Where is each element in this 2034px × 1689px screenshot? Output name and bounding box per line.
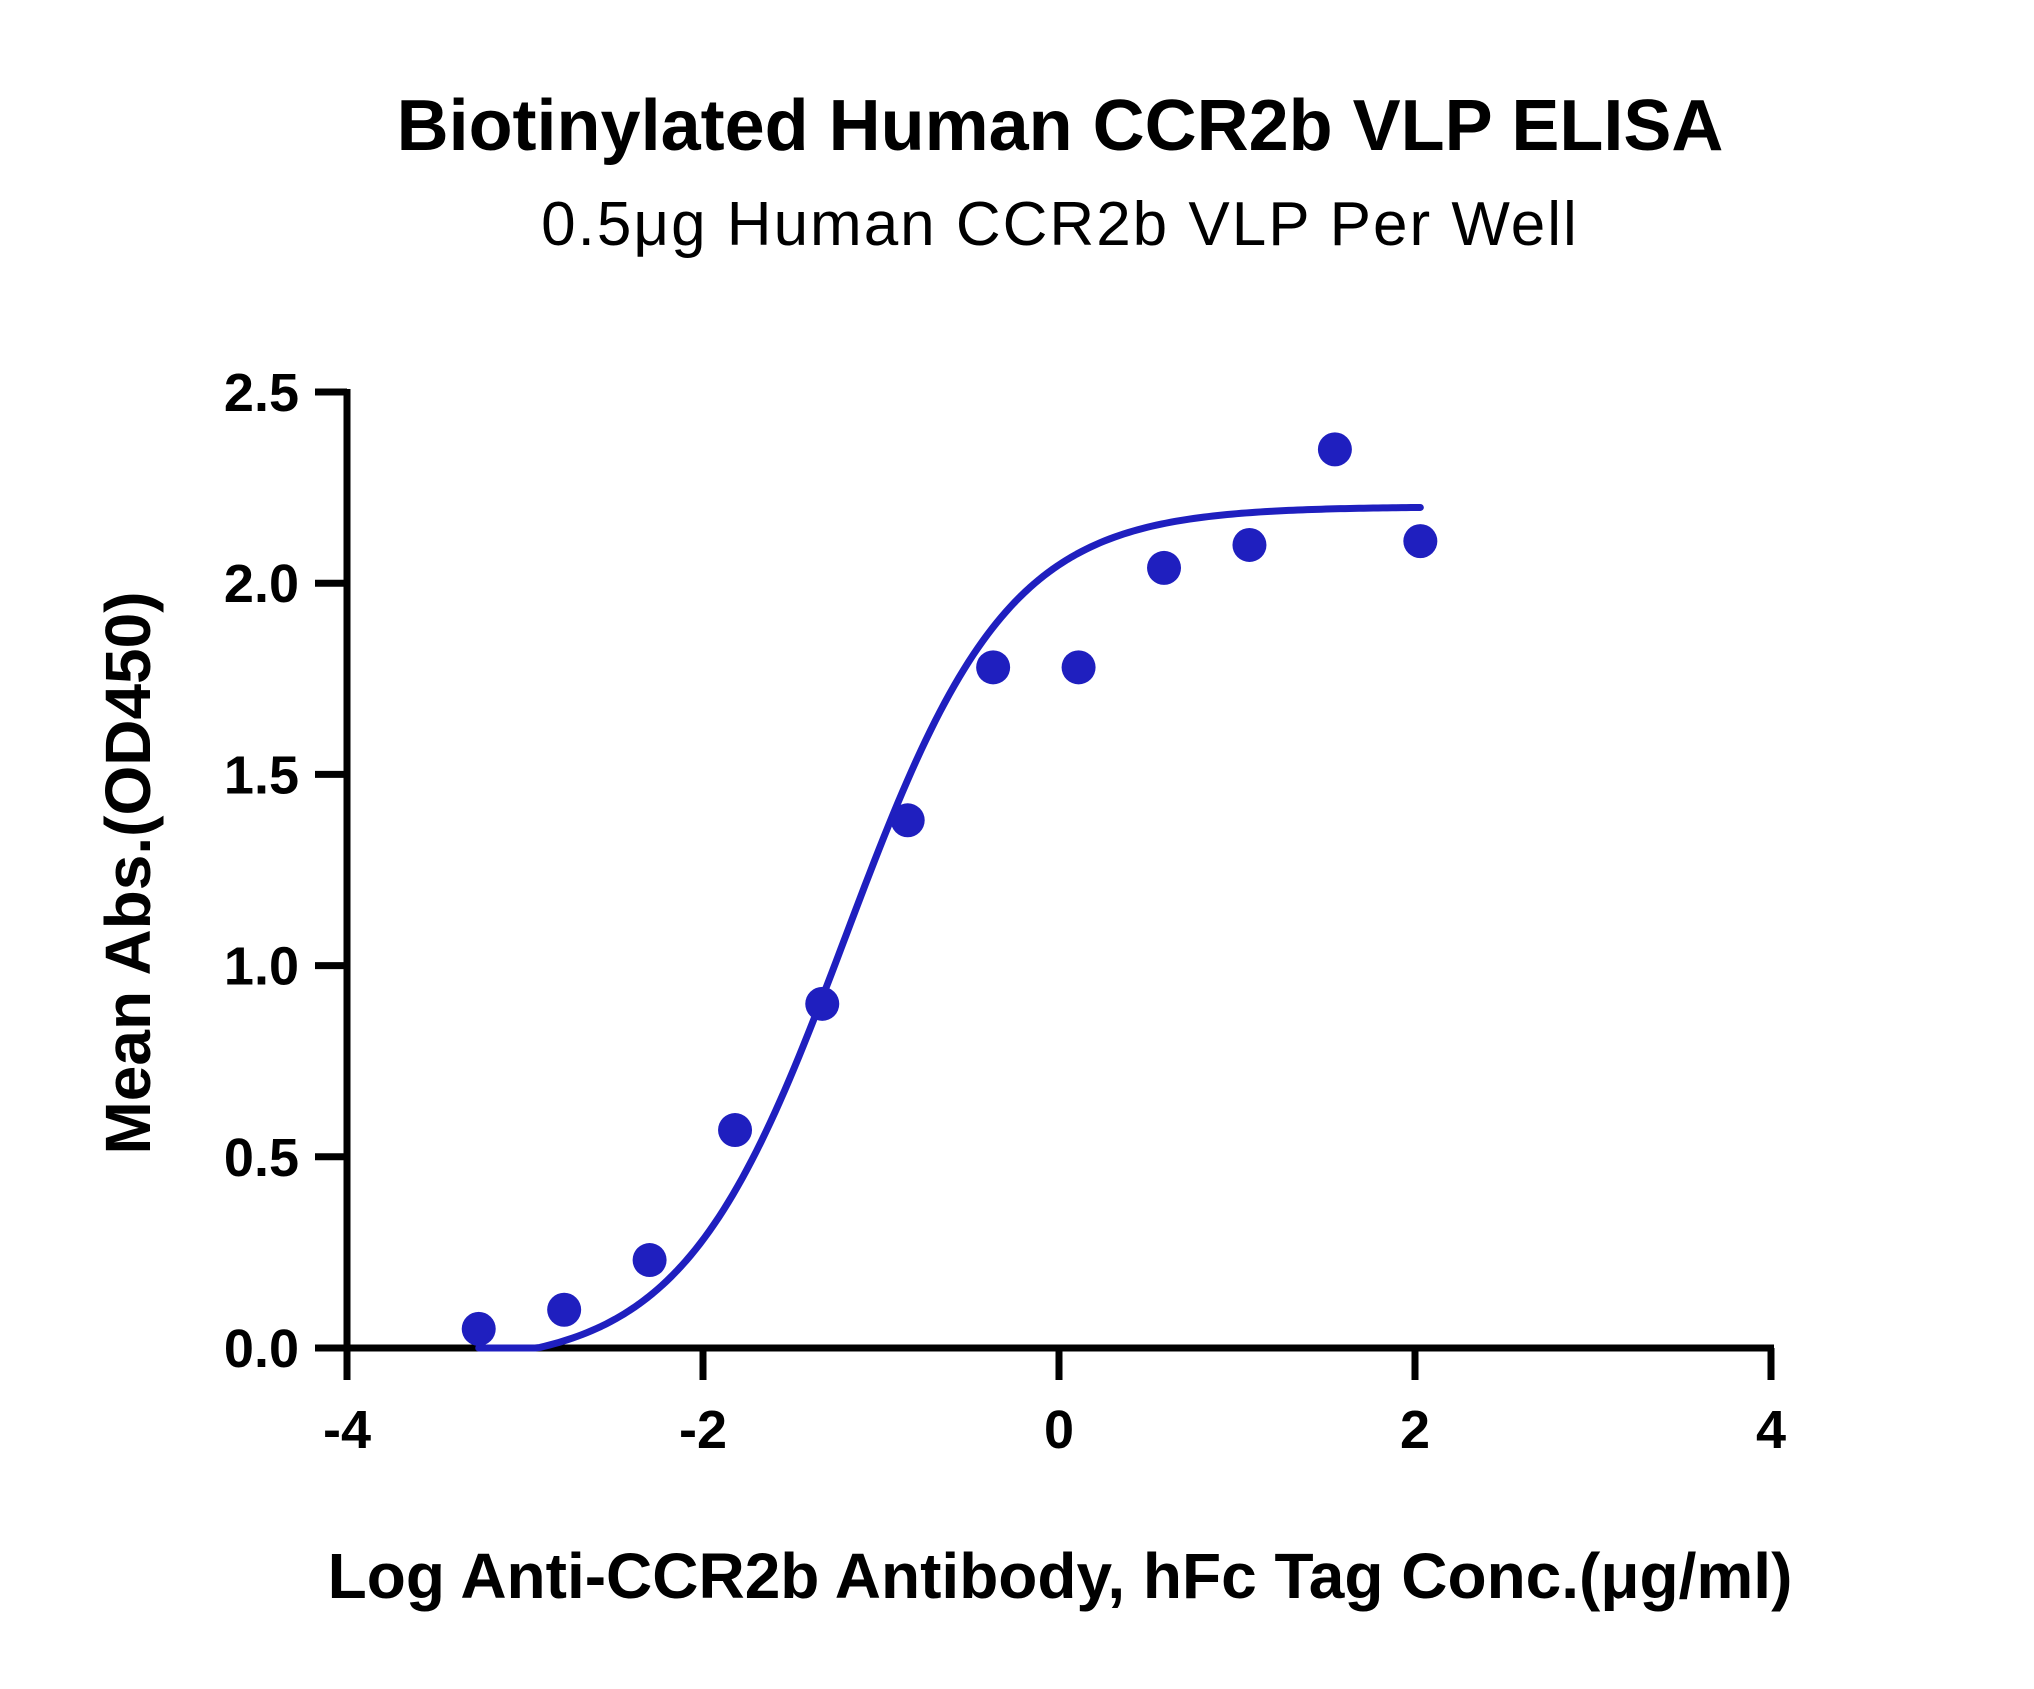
data-point-0-2 xyxy=(632,1243,667,1278)
y-tick-label-4: 2.0 xyxy=(224,554,299,614)
data-points-layer xyxy=(461,432,1438,1346)
y-tick-label-1: 0.5 xyxy=(224,1128,299,1188)
fit-curve-layer xyxy=(475,503,1424,1352)
x-tick-label-3: 2 xyxy=(1400,1400,1430,1460)
data-point-0-6 xyxy=(976,650,1011,685)
y-axis-label: Mean Abs.(OD450) xyxy=(92,591,164,1154)
x-axis-label: Log Anti-CCR2b Antibody, hFc Tag Conc.(μ… xyxy=(328,1540,1793,1612)
data-point-0-10 xyxy=(1317,432,1352,467)
fit-curve xyxy=(475,503,1424,1352)
y-tick-label-0: 0.0 xyxy=(224,1319,299,1379)
data-point-0-0 xyxy=(461,1311,496,1346)
data-point-0-7 xyxy=(1061,650,1096,685)
y-tick-label-5: 2.5 xyxy=(224,363,299,423)
data-point-0-3 xyxy=(718,1113,753,1148)
y-tick-label-3: 1.5 xyxy=(224,745,299,805)
axes: 0.0 0.5 1.0 1.5 2.0 2.5 -4 -2 0 2 4 xyxy=(224,363,1786,1460)
data-point-0-4 xyxy=(805,986,840,1021)
x-tick-label-4: 4 xyxy=(1756,1400,1786,1460)
x-tick-label-2: 0 xyxy=(1044,1400,1074,1460)
x-tick-label-0: -4 xyxy=(323,1400,371,1460)
y-tick-label-2: 1.0 xyxy=(224,937,299,997)
chart-subtitle: 0.5μg Human CCR2b VLP Per Well xyxy=(541,190,1579,259)
chart-title: Biotinylated Human CCR2b VLP ELISA xyxy=(397,86,1724,166)
data-point-0-11 xyxy=(1403,524,1438,559)
data-point-0-5 xyxy=(890,803,925,838)
data-point-0-8 xyxy=(1147,550,1182,585)
x-tick-label-1: -2 xyxy=(679,1400,727,1460)
data-point-0-1 xyxy=(547,1292,582,1327)
data-point-0-9 xyxy=(1232,527,1267,562)
